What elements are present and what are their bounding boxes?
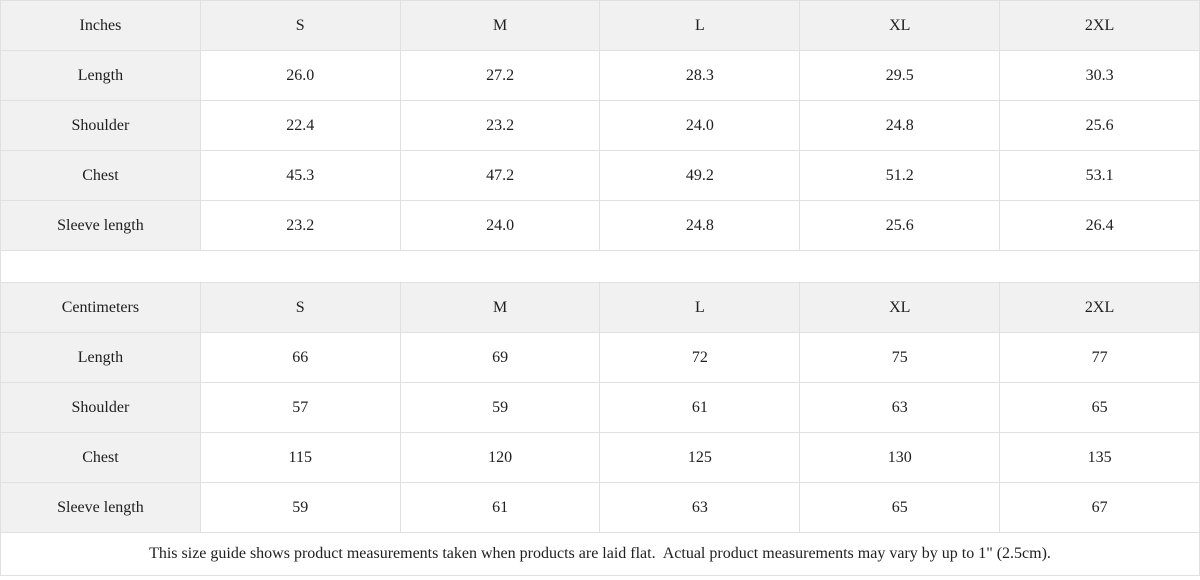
centimeters-table-row: Length 66 69 72 75 77 bbox=[0, 332, 1200, 383]
measurement-value: 26.0 bbox=[199, 50, 401, 101]
table-spacer bbox=[0, 251, 1200, 282]
inches-table-row: Shoulder 22.4 23.2 24.0 24.8 25.6 bbox=[0, 100, 1200, 151]
measurement-value: 61 bbox=[599, 382, 801, 433]
measurement-value: 47.2 bbox=[399, 150, 601, 201]
inches-header-row: Inches S M L XL 2XL bbox=[0, 0, 1200, 51]
inches-size-table-section: Inches S M L XL 2XL Length 26.0 27.2 28.3 29.5 30.3… bbox=[0, 0, 1200, 251]
measurement-value: 23.2 bbox=[399, 100, 601, 151]
measurement-value: 24.8 bbox=[799, 100, 1001, 151]
inches-unit-header-cell: Inches bbox=[0, 0, 201, 51]
measurement-value: 23.2 bbox=[199, 200, 401, 251]
measurement-value: 30.3 bbox=[999, 50, 1200, 101]
measurement-value: 57 bbox=[199, 382, 401, 433]
inches-table-row: Sleeve length 23.2 24.0 24.8 25.6 26.4 bbox=[0, 200, 1200, 251]
measurement-label: Shoulder bbox=[0, 382, 201, 433]
centimeters-unit-header-cell: Centimeters bbox=[0, 282, 201, 333]
centimeters-size-column-header-xl: XL bbox=[799, 282, 1001, 333]
inches-size-column-header-s: S bbox=[199, 0, 401, 51]
measurement-value: 49.2 bbox=[599, 150, 801, 201]
inches-size-column-header-m: M bbox=[399, 0, 601, 51]
measurement-value: 24.0 bbox=[399, 200, 601, 251]
inches-table-row: Chest 45.3 47.2 49.2 51.2 53.1 bbox=[0, 150, 1200, 201]
measurement-label: Chest bbox=[0, 432, 201, 483]
measurement-value: 130 bbox=[799, 432, 1001, 483]
measurement-label: Chest bbox=[0, 150, 201, 201]
measurement-value: 29.5 bbox=[799, 50, 1001, 101]
measurement-label: Sleeve length bbox=[0, 482, 201, 533]
measurement-value: 69 bbox=[399, 332, 601, 383]
measurement-value: 59 bbox=[199, 482, 401, 533]
centimeters-size-table: Centimeters S M L XL 2XL Length 66 69 72 75 77 Shoul… bbox=[0, 282, 1200, 533]
measurement-value: 115 bbox=[199, 432, 401, 483]
centimeters-size-table-section: Centimeters S M L XL 2XL Length 66 69 72 75 77 Shoul… bbox=[0, 282, 1200, 533]
inches-size-column-header-l: L bbox=[599, 0, 801, 51]
measurement-value: 59 bbox=[399, 382, 601, 433]
centimeters-size-column-header-l: L bbox=[599, 282, 801, 333]
measurement-value: 65 bbox=[999, 382, 1200, 433]
centimeters-size-column-header-2xl: 2XL bbox=[999, 282, 1200, 333]
centimeters-table-row: Chest 115 120 125 130 135 bbox=[0, 432, 1200, 483]
measurement-label: Sleeve length bbox=[0, 200, 201, 251]
measurement-value: 24.0 bbox=[599, 100, 801, 151]
measurement-value: 24.8 bbox=[599, 200, 801, 251]
measurement-value: 25.6 bbox=[799, 200, 1001, 251]
measurement-value: 51.2 bbox=[799, 150, 1001, 201]
measurement-value: 72 bbox=[599, 332, 801, 383]
centimeters-table-row: Shoulder 57 59 61 63 65 bbox=[0, 382, 1200, 433]
inches-size-column-header-xl: XL bbox=[799, 0, 1001, 51]
measurement-value: 26.4 bbox=[999, 200, 1200, 251]
measurement-value: 45.3 bbox=[199, 150, 401, 201]
centimeters-size-column-header-s: S bbox=[199, 282, 401, 333]
measurement-value: 28.3 bbox=[599, 50, 801, 101]
inches-size-table: Inches S M L XL 2XL Length 26.0 27.2 28.3 29.5 30.3… bbox=[0, 0, 1200, 251]
measurement-value: 125 bbox=[599, 432, 801, 483]
size-guide-note: This size guide shows product measuremen… bbox=[0, 533, 1200, 576]
measurement-label: Shoulder bbox=[0, 100, 201, 151]
centimeters-header-row: Centimeters S M L XL 2XL bbox=[0, 282, 1200, 333]
measurement-value: 61 bbox=[399, 482, 601, 533]
measurement-value: 27.2 bbox=[399, 50, 601, 101]
measurement-value: 25.6 bbox=[999, 100, 1200, 151]
measurement-label: Length bbox=[0, 332, 201, 383]
measurement-value: 65 bbox=[799, 482, 1001, 533]
measurement-value: 53.1 bbox=[999, 150, 1200, 201]
measurement-value: 75 bbox=[799, 332, 1001, 383]
inches-size-column-header-2xl: 2XL bbox=[999, 0, 1200, 51]
measurement-value: 63 bbox=[799, 382, 1001, 433]
centimeters-table-row: Sleeve length 59 61 63 65 67 bbox=[0, 482, 1200, 533]
measurement-value: 67 bbox=[999, 482, 1200, 533]
measurement-value: 77 bbox=[999, 332, 1200, 383]
measurement-value: 120 bbox=[399, 432, 601, 483]
measurement-value: 135 bbox=[999, 432, 1200, 483]
measurement-label: Length bbox=[0, 50, 201, 101]
measurement-value: 66 bbox=[199, 332, 401, 383]
inches-table-row: Length 26.0 27.2 28.3 29.5 30.3 bbox=[0, 50, 1200, 101]
measurement-value: 63 bbox=[599, 482, 801, 533]
measurement-value: 22.4 bbox=[199, 100, 401, 151]
centimeters-size-column-header-m: M bbox=[399, 282, 601, 333]
